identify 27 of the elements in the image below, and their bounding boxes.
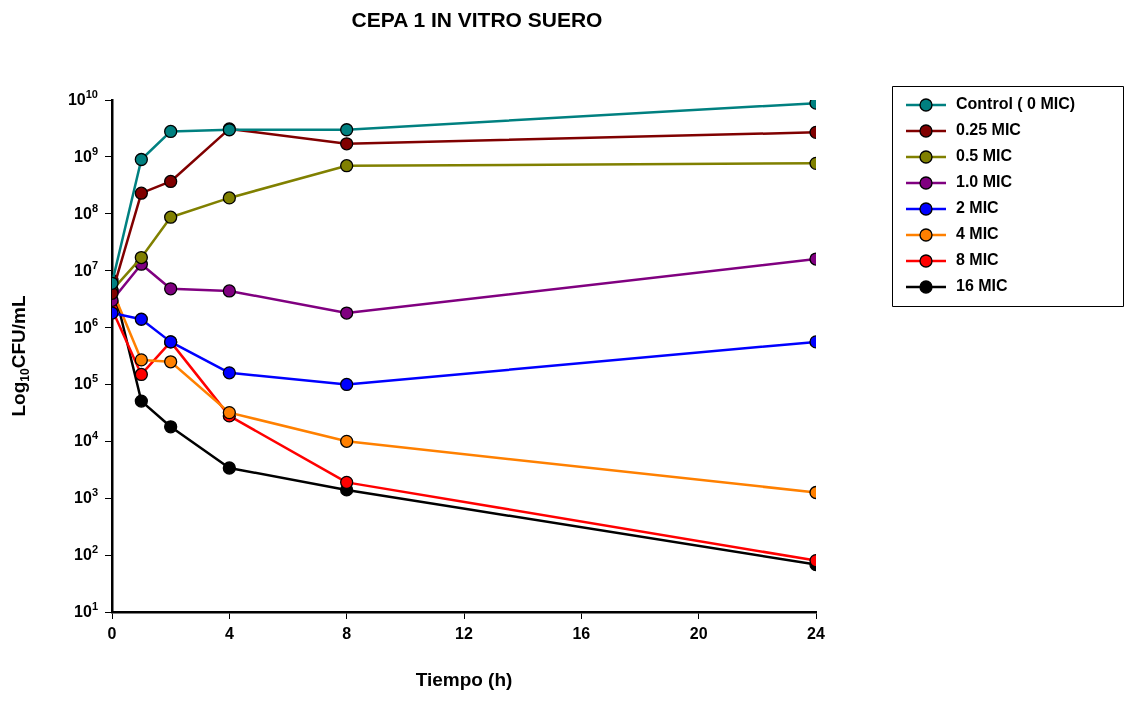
legend-label: Control ( 0 MIC) (956, 95, 1076, 113)
legend-label: 16 MIC (956, 277, 1009, 295)
legend-label: 0.5 MIC (956, 147, 1013, 165)
x-tick-label: 12 (455, 625, 473, 643)
x-tick-label: 24 (807, 625, 825, 643)
legend-label: 1.0 MIC (956, 173, 1013, 191)
y-tick-label: 10$^{6}$ (74, 315, 98, 337)
x-tick-label: 16 (572, 625, 591, 643)
y-tick-label: 10$^{7}$ (74, 258, 98, 280)
chart-title: CEPA 1 IN VITRO SUERO (350, 8, 604, 32)
y-tick-label: 10$^{4}$ (74, 429, 98, 451)
y-tick-label: 10$^{1}$ (74, 600, 98, 621)
x-tick-label: 4 (224, 625, 234, 643)
x-axis-title: Tiempo (h) (415, 668, 513, 690)
legend-label: 4 MIC (956, 225, 1000, 243)
y-tick-label: 10$^{2}$ (74, 543, 98, 565)
y-tick-label: 10$^{10}$ (67, 88, 98, 109)
y-tick-label: 10$^{3}$ (74, 486, 98, 508)
x-tick-label: 0 (107, 625, 117, 643)
legend-label: 8 MIC (956, 251, 1000, 269)
x-tick-label: 8 (342, 625, 352, 643)
x-tick-label: 20 (689, 625, 708, 643)
y-tick-label: 10$^{9}$ (74, 144, 98, 166)
legend-label: 0.25 MIC (956, 121, 1022, 139)
legend-label: 2 MIC (956, 199, 1000, 217)
y-tick-label: 10$^{5}$ (74, 372, 98, 394)
y-tick-label: 10$^{8}$ (74, 201, 98, 223)
